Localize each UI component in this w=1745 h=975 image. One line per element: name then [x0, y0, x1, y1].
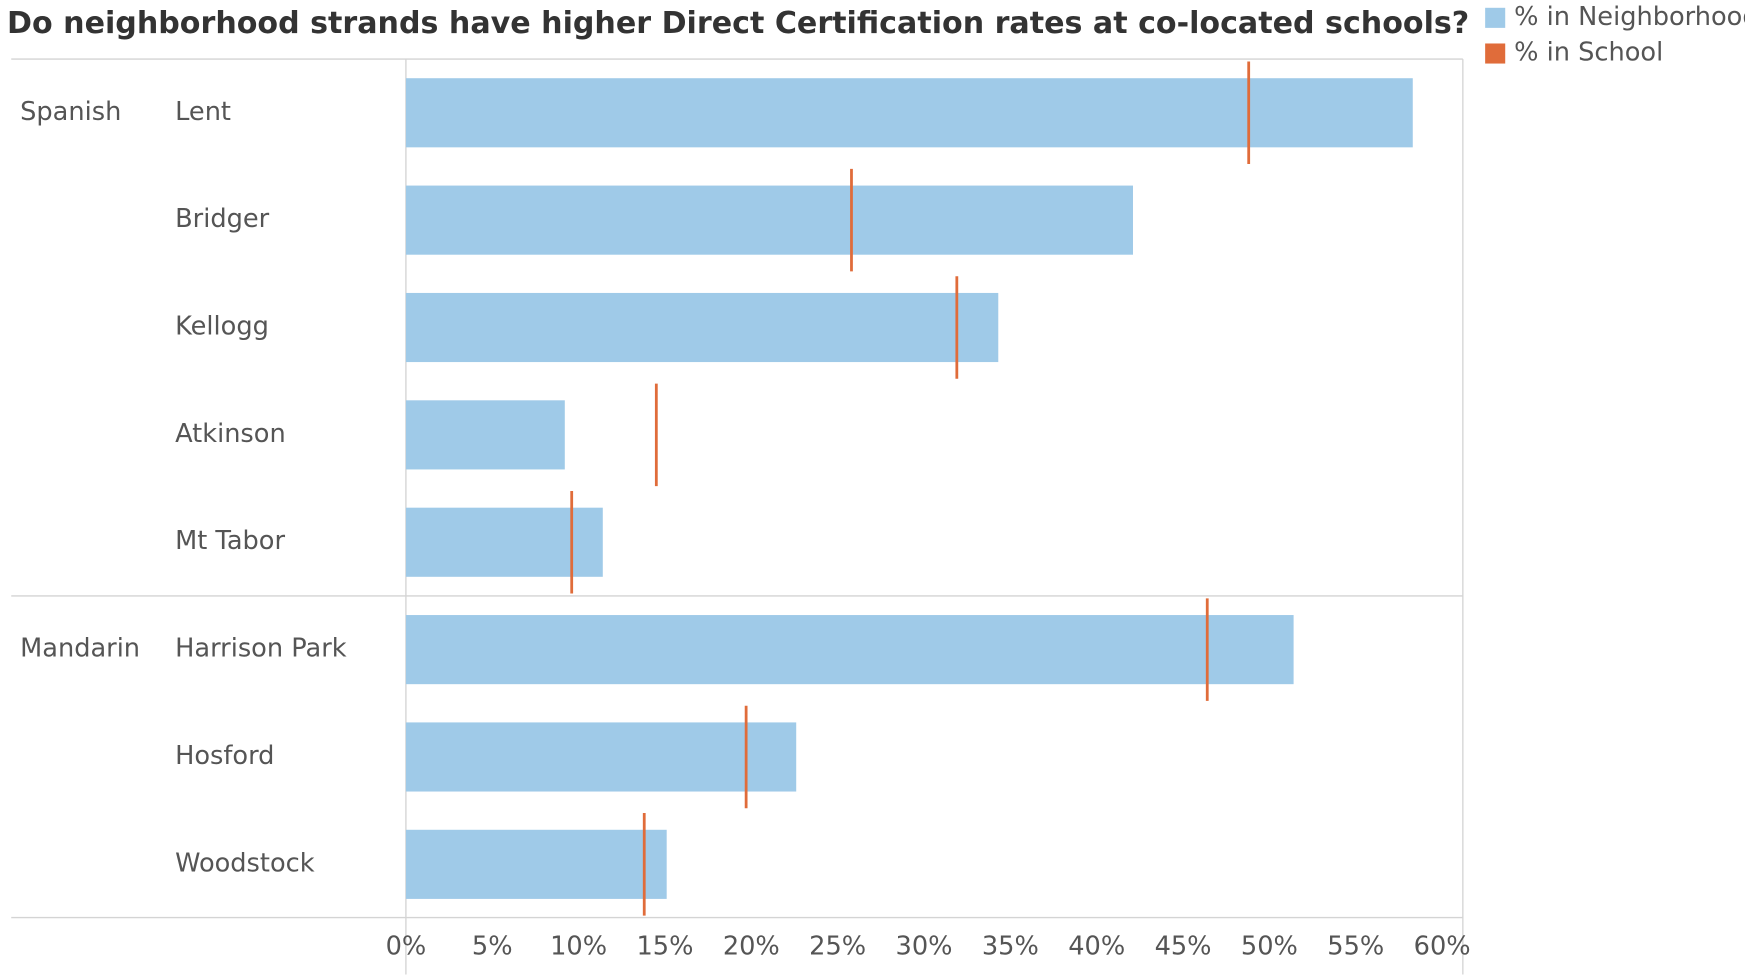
- x-tick-label: 5%: [472, 932, 513, 962]
- x-tick-label: 30%: [896, 932, 953, 962]
- row-label: Mt Tabor: [175, 526, 285, 556]
- row-label: Harrison Park: [175, 634, 347, 664]
- legend-label: % in Neighborhood: [1514, 2, 1745, 32]
- bar: [405, 507, 603, 577]
- x-tick-label: 10%: [550, 932, 607, 962]
- legend-swatch: [1485, 7, 1506, 28]
- bar: [405, 400, 565, 470]
- legend-swatch: [1485, 43, 1506, 64]
- x-tick-label: 15%: [636, 932, 693, 962]
- x-tick-label: 45%: [1155, 932, 1212, 962]
- x-tick-label: 35%: [982, 932, 1039, 962]
- group-label: Mandarin: [20, 634, 140, 664]
- row-label: Woodstock: [175, 848, 315, 878]
- x-tick-label: 25%: [809, 932, 866, 962]
- bar: [405, 78, 1413, 148]
- bar: [405, 292, 999, 363]
- row-label: Atkinson: [175, 419, 286, 449]
- group-label: Spanish: [20, 97, 121, 127]
- row-label: Bridger: [175, 204, 270, 234]
- row-label: Lent: [175, 97, 231, 127]
- x-tick-label: 60%: [1414, 932, 1471, 962]
- bar: [405, 615, 1294, 685]
- x-tick-label: 50%: [1241, 932, 1298, 962]
- bar: [405, 829, 667, 899]
- bar: [405, 185, 1133, 255]
- x-tick-label: 20%: [723, 932, 780, 962]
- x-tick-label: 0%: [386, 932, 427, 962]
- x-tick-label: 55%: [1327, 932, 1384, 962]
- bar: [405, 722, 797, 792]
- legend-label: % in School: [1514, 38, 1663, 68]
- chart-title: Do neighborhood strands have higher Dire…: [7, 6, 1469, 41]
- row-label: Hosford: [175, 741, 274, 771]
- row-label: Kellogg: [175, 312, 269, 342]
- x-tick-label: 40%: [1068, 932, 1125, 962]
